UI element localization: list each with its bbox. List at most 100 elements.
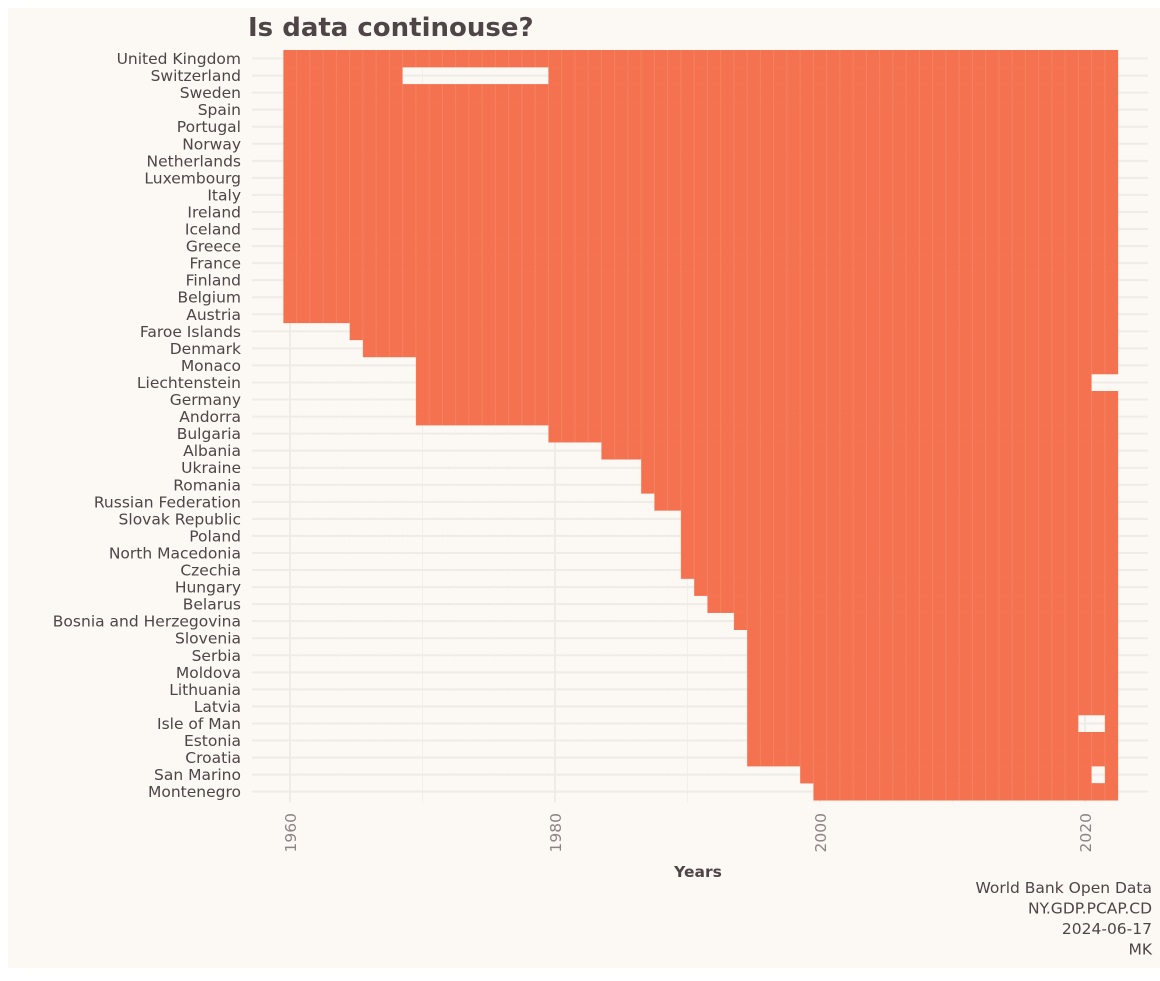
country-label: Netherlands <box>147 152 241 170</box>
country-label: Bosnia and Herzegovina <box>53 613 241 631</box>
data-cell-segment <box>747 714 1079 733</box>
data-cell-segment <box>283 220 1119 238</box>
country-label: Ireland <box>187 203 241 221</box>
data-cell-segment <box>415 373 1092 392</box>
country-label: Belgium <box>177 289 241 307</box>
country-label: Albania <box>183 442 241 460</box>
x-tick-label: 1960 <box>282 813 300 852</box>
data-cell-segment <box>641 459 1119 477</box>
x-tick-labels: 1960 1980 2000 2020 <box>282 813 1095 852</box>
data-cell-segment <box>415 408 1119 426</box>
country-label: Russian Federation <box>94 493 241 511</box>
data-cell-segment <box>283 254 1119 272</box>
data-cell-segment <box>733 612 1119 630</box>
data-cell-segment <box>283 118 1119 136</box>
x-tick-label: 2020 <box>1077 813 1095 852</box>
data-cell-segment <box>362 339 1119 358</box>
data-cell-segment <box>747 697 1119 716</box>
data-cells <box>283 50 1119 801</box>
caption-line: NY.GDP.PCAP.CD <box>1028 900 1152 918</box>
data-cell-segment <box>800 766 1092 784</box>
country-label: Hungary <box>175 579 241 597</box>
data-cell-segment <box>283 288 1119 307</box>
data-cell-segment <box>747 663 1119 682</box>
country-label: Denmark <box>170 340 241 358</box>
caption-line: World Bank Open Data <box>975 879 1152 897</box>
country-label: Czechia <box>180 562 241 580</box>
data-cell-segment <box>349 322 1119 341</box>
data-cell-segment <box>548 67 1119 85</box>
country-label: Liechtenstein <box>137 374 241 392</box>
chart-panel: Is data continouse? United Kingdom Switze… <box>8 8 1160 968</box>
data-cell-segment <box>1104 714 1119 733</box>
data-cell-segment <box>415 391 1119 409</box>
data-cell-segment <box>747 749 1119 767</box>
country-label: Lithuania <box>169 681 241 699</box>
data-cell-segment <box>283 84 1119 102</box>
country-label: Latvia <box>194 698 241 716</box>
heatmap-chart: Is data continouse? United KingdomSwitze… <box>53 13 1153 959</box>
country-label: Isle of Man <box>157 715 241 733</box>
country-label: Slovak Republic <box>119 510 241 528</box>
data-cell-segment <box>680 527 1119 545</box>
country-label: Iceland <box>185 221 241 239</box>
country-label: France <box>189 255 241 273</box>
data-cell-segment <box>283 186 1119 204</box>
data-cell-segment <box>283 237 1119 255</box>
data-cell-segment <box>747 732 1119 750</box>
data-cell-segment <box>283 67 403 85</box>
data-cell-segment <box>283 169 1119 187</box>
country-label: Romania <box>173 476 241 494</box>
data-cell-segment <box>680 510 1119 528</box>
country-label: Ukraine <box>181 459 241 477</box>
country-label: Slovenia <box>175 630 241 648</box>
x-axis-title: Years <box>673 863 722 881</box>
country-label: Sweden <box>180 84 241 102</box>
country-label: Spain <box>198 101 241 119</box>
data-cell-segment <box>747 646 1119 665</box>
data-cell-segment <box>283 271 1119 289</box>
data-cell-segment <box>680 561 1119 579</box>
country-label: Germany <box>170 391 241 409</box>
data-cell-segment <box>747 629 1119 648</box>
country-label: Luxembourg <box>144 169 241 187</box>
country-label: Serbia <box>192 647 241 665</box>
data-cell-segment <box>641 476 1119 494</box>
data-cell-segment <box>283 152 1119 170</box>
country-label: Switzerland <box>151 67 241 85</box>
country-label: Italy <box>207 186 241 204</box>
data-cell-segment <box>601 442 1119 460</box>
country-label: Poland <box>189 527 241 545</box>
country-label: Faroe Islands <box>140 323 241 341</box>
country-labels: United KingdomSwitzerlandSwedenSpainPort… <box>53 50 241 801</box>
data-cell-segment <box>694 578 1119 596</box>
country-label: Andorra <box>179 408 241 426</box>
data-cell-segment <box>283 203 1119 221</box>
data-cell-segment <box>813 783 1119 801</box>
country-label: Belarus <box>183 596 241 614</box>
country-label: United Kingdom <box>117 50 241 68</box>
country-label: Portugal <box>177 118 241 136</box>
data-cell-segment <box>283 101 1119 119</box>
data-cell-segment <box>415 356 1119 375</box>
country-label: Greece <box>186 238 241 256</box>
country-label: Finland <box>186 272 241 290</box>
country-label: Montenegro <box>148 783 241 801</box>
country-label: Monaco <box>181 357 241 375</box>
caption-line: MK <box>1128 941 1152 959</box>
country-label: Moldova <box>176 664 241 682</box>
data-cell-segment <box>283 135 1119 153</box>
country-label: San Marino <box>154 766 241 784</box>
country-label: North Macedonia <box>109 544 241 562</box>
data-cell-segment <box>283 50 1119 68</box>
caption-line: 2024-06-17 <box>1062 920 1152 938</box>
data-cell-segment <box>680 544 1119 562</box>
country-label: Austria <box>186 306 241 324</box>
data-cell-segment <box>707 595 1119 613</box>
country-label: Croatia <box>185 749 241 767</box>
caption: World Bank Open Data NY.GDP.PCAP.CD 2024-0… <box>975 879 1152 959</box>
data-cell-segment <box>283 305 1119 324</box>
chart-title: Is data continouse? <box>248 13 534 43</box>
x-tick-label: 1980 <box>547 813 565 852</box>
x-tick-label: 2000 <box>812 813 830 852</box>
